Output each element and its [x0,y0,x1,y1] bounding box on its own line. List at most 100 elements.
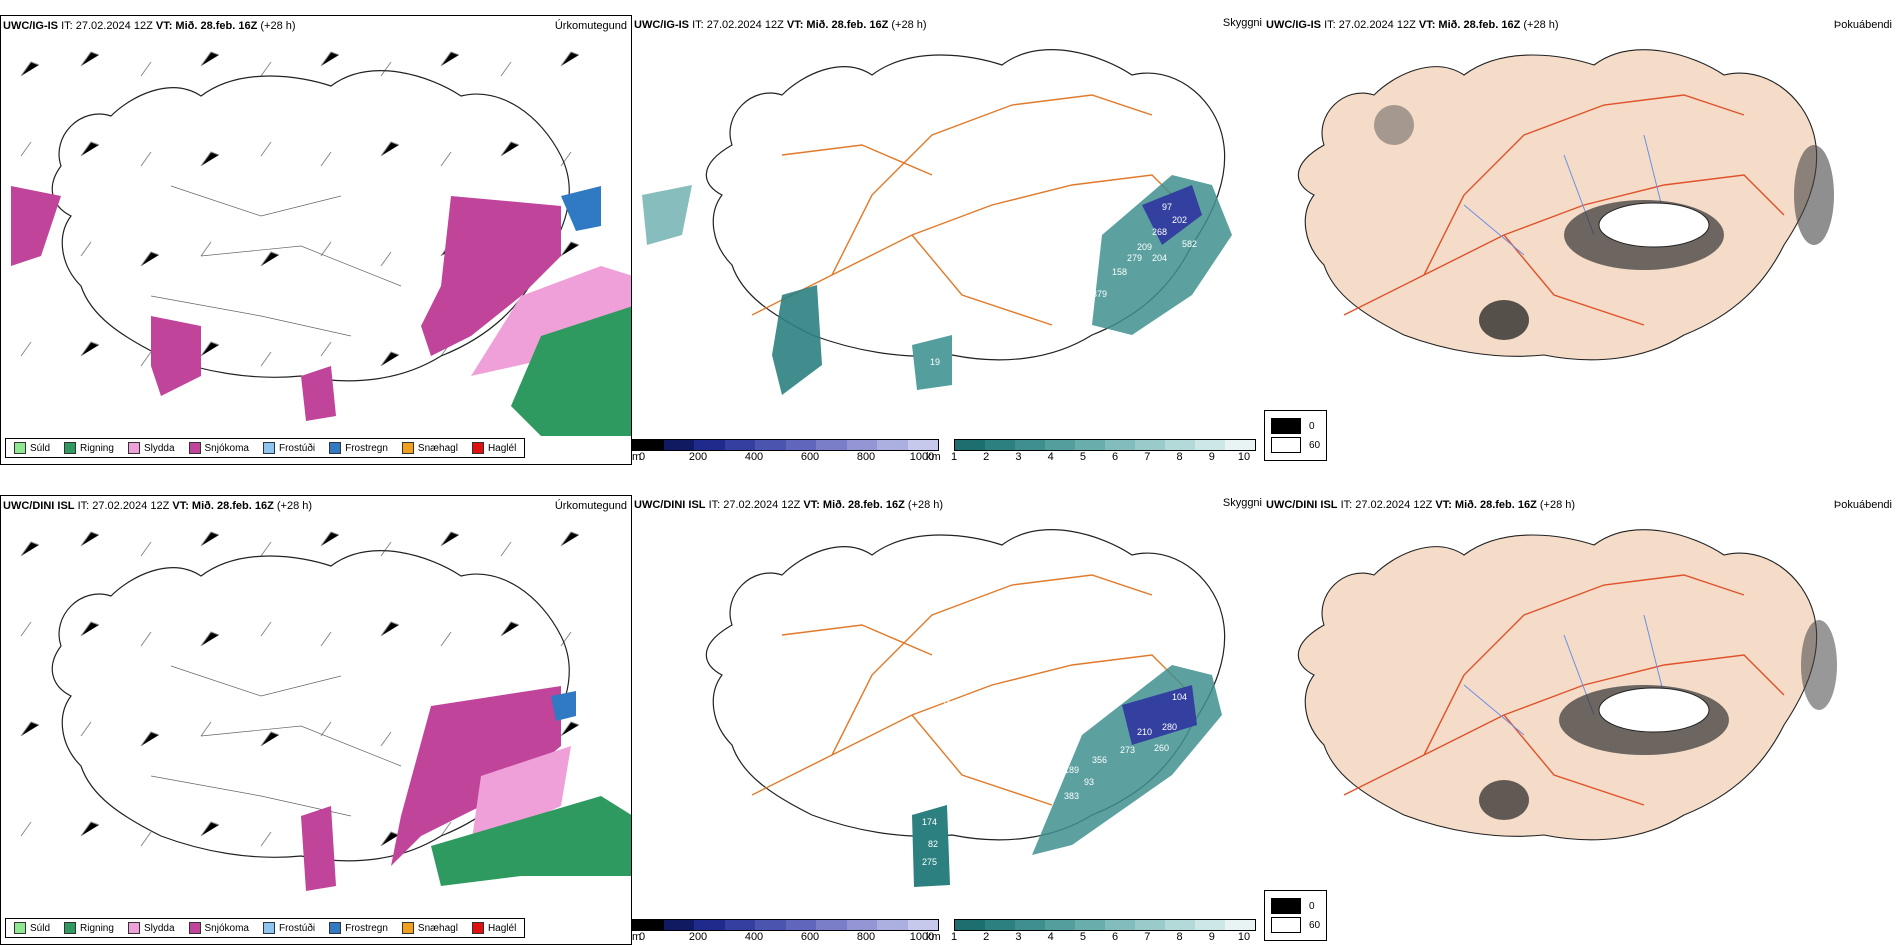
ceiling-value-label: 635 [1064,325,1079,335]
fog-map [1297,49,1834,361]
ceiling-value-label: 379 [1092,289,1107,299]
ceiling-value-label: 189 [1064,765,1079,775]
colorbar-segment [1195,440,1225,450]
snow-area-2 [151,316,201,396]
ceiling-map: 97 202 268 582 209 204 279 158 379 166 6… [642,49,1232,395]
colorbar-segment [1045,920,1075,930]
colorbar-segment [985,440,1015,450]
rain-area [431,796,631,886]
colorbar-tick: 3 [1015,931,1022,943]
roads [751,574,1193,806]
colorbar-segment [1165,920,1195,930]
precip-map [20,531,631,891]
ceiling-value-label: 279 [1127,253,1142,263]
colorbar-tick: 800 [856,451,876,463]
fog-area [1794,145,1834,245]
precip-map [11,51,631,436]
colorbar-tick: 8 [1176,451,1183,463]
ceiling-value-label: 273 [1120,745,1135,755]
fog-map [1297,529,1837,841]
fog-area [1479,300,1529,340]
ceiling-value-label: 97 [1162,202,1172,212]
ceiling-colorbar: m 0 200 400 600 800 1000 km 1 2 3 4 5 6 7 8 9 10 [632,435,1264,465]
legend-item: Frostúði [262,442,315,454]
colorbar-tick: 0 [638,931,646,943]
colorbar-tick: 5 [1079,931,1086,943]
colorbar-segment [694,920,725,930]
ceiling-value-label: 275 [922,857,937,867]
ceiling-value-label: 268 [1152,227,1167,237]
colorbar-tick: 3 [1015,451,1022,463]
panel-header: UWC/DINI ISL IT: 27.02.2024 12Z VT: Mið.… [634,499,944,511]
ceiling-colorbar: m 0 200 400 600 800 1000 km 1 2 3 4 5 6 7 8 9 10 [632,915,1264,945]
ceiling-value-label: 166 [1064,297,1079,307]
colorbar-tick: 200 [688,931,708,943]
colorbar-tick: 400 [744,931,764,943]
colorbar-tick: 10 [1237,931,1251,943]
very-low-ceiling [1122,685,1197,745]
colorbar-tick: 1000 [909,451,935,463]
glacier [1598,202,1710,248]
fog-area [1374,105,1414,145]
fog-panel-top: UWC/IG-IS IT: 27.02.2024 12Z VT: Mið. 28… [1264,15,1896,465]
legend-item: Snjókoma [188,922,249,934]
ceiling-value-label: 19 [930,357,940,367]
colorbar-segment [1135,440,1165,450]
legend-item: Rigning [64,922,114,934]
panel-title: Úrkomutegund [554,20,627,32]
colorbar-segment [1015,440,1045,450]
legend-item: Frostregn [329,922,388,934]
panel-header: UWC/IG-IS IT: 27.02.2024 12Z VT: Mið. 28… [634,19,927,31]
colorbar-segment [877,440,908,450]
ceiling-value-label: 93 [1084,777,1094,787]
iceland-land [1297,49,1818,361]
legend-item: Slydda [127,442,175,454]
colorbar-segment [663,920,694,930]
freezing-rain-area [551,691,576,721]
colorbar-segment [1105,920,1135,930]
colorbar-segment [1075,920,1105,930]
colorbar-tick: 200 [688,451,708,463]
rain-area [511,306,631,436]
roads [751,94,1193,326]
ceiling-value-label: 82 [928,839,938,849]
colorbar-tick: 10 [1237,451,1251,463]
colorbar-segment [846,920,877,930]
ceiling-value-label: 582 [1182,239,1197,249]
ceiling-panel-bottom: UWC/DINI ISL IT: 27.02.2024 12Z VT: Mið.… [632,495,1264,945]
colorbar-segment [755,920,786,930]
colorbar-segment [724,920,755,930]
colorbar-tick: 7 [1144,451,1151,463]
legend-item: Haglél [471,442,516,454]
fog-legend: 0 60 [1264,890,1328,941]
colorbar-tick: 800 [856,931,876,943]
snow-area [391,686,561,866]
legend-item: Snæhagl [401,442,458,454]
wind-barbs [20,51,580,367]
glacier [1598,687,1710,733]
precip-panel-bottom: UWC/DINI ISL IT: 27.02.2024 12Z VT: Mið.… [0,495,632,945]
ceiling-value-label: 209 [1137,242,1152,252]
colorbar-segment [1195,920,1225,930]
roads [1343,94,1785,326]
colorbar-segment [846,440,877,450]
colorbar-tick: 600 [800,451,820,463]
legend-item: Haglél [471,922,516,934]
snow-area-2 [301,806,336,891]
colorbar-tick: 1000 [909,931,935,943]
ceiling-value-label: 280 [1162,722,1177,732]
colorbar-segment [785,440,816,450]
colorbar-tick: 5 [1079,451,1086,463]
ceiling-value-label: 110 [942,699,956,709]
colorbar-segment [955,440,985,450]
panel-title: Úrkomutegund [554,500,627,512]
colorbar-tick: 7 [1144,931,1151,943]
fog-area [1479,780,1529,820]
colorbar-tick: 0 [638,451,646,463]
ceiling-value-label: 204 [1152,253,1167,263]
panel-header: UWC/DINI ISL IT: 27.02.2024 12Z VT: Mið.… [3,500,313,512]
colorbar-segment [1075,440,1105,450]
legend-item: Snæhagl [401,922,458,934]
panel-title: Skyggni [1222,497,1262,509]
colorbar-segment [1105,440,1135,450]
